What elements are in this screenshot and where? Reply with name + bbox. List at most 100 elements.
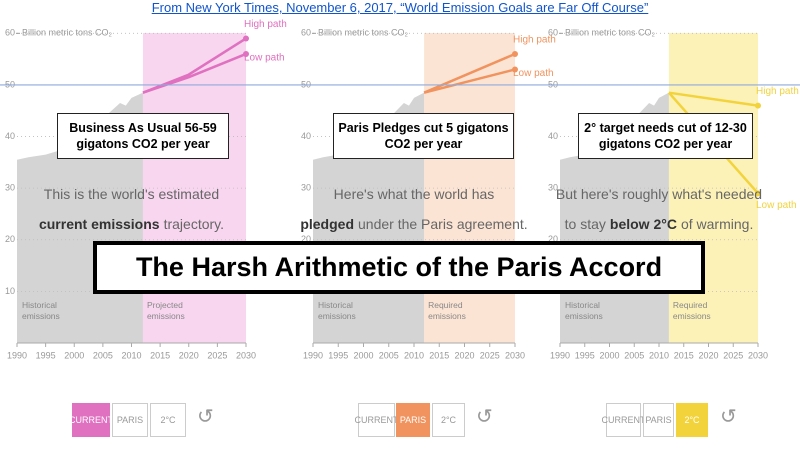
tab-button[interactable]: 2°C [676,403,708,437]
path-label: High path [244,19,287,30]
path-end-dot [755,102,761,109]
x-tick-label: 2030 [236,350,256,360]
description-text: Here's what the world has [334,186,495,202]
path-label: Low path [756,200,797,211]
x-tick-label: 2025 [480,350,500,360]
y-tick-label: 60 [301,28,311,38]
source-link[interactable]: From New York Times, November 6, 2017, “… [151,0,649,15]
y-tick-label: 20 [301,234,311,244]
y-tick-label: 20 [548,234,558,244]
x-tick-label: 2030 [748,350,768,360]
tab-button[interactable]: 2°C [432,403,465,437]
x-tick-label: 1995 [328,350,348,360]
y-tick-label: 40 [548,131,558,141]
y-tick-label: 50 [548,79,558,89]
tab-button[interactable]: CURRENT [69,403,113,437]
path-line [668,91,759,107]
x-tick-label: 2010 [649,350,669,360]
y-tick-label: 30 [548,183,558,193]
x-tick-label: 1990 [550,350,570,360]
path-label: High path [756,86,799,97]
description-text: But here's roughly what's needed [556,186,762,202]
x-tick-label: 2025 [723,350,743,360]
x-tick-label: 1995 [36,350,56,360]
description: Here's what the world has [334,186,495,202]
tab-button[interactable]: CURRENT [602,403,646,437]
path-line [142,52,247,94]
x-tick-label: 2015 [674,350,694,360]
y-tick-label: 60 [548,28,558,38]
path-end-dot [243,35,249,42]
annotation: 2° target needs cut of 12-30 gigatons CO… [578,113,753,159]
region-label: Historical emissions [565,300,603,321]
description-text: under the Paris agreement. [358,216,528,232]
description-text: current emissions [39,216,160,232]
y-tick-label: 50 [5,79,15,89]
x-tick-label: 2000 [599,350,619,360]
tab-button[interactable]: PARIS [643,403,674,437]
tab-button[interactable]: CURRENT [355,403,399,437]
x-tick-label: 2010 [121,350,141,360]
description-text: below 2°C [610,216,677,232]
x-tick-label: 2025 [207,350,227,360]
path-label: High path [513,35,556,46]
reset-button[interactable]: ↺ [476,406,493,428]
region-label: Historical emissions [22,300,60,321]
annotation: Paris Pledges cut 5 gigatons CO2 per yea… [333,113,514,159]
description-text: of warming. [681,216,753,232]
path-end-dot [755,190,761,197]
x-tick-label: 2000 [353,350,373,360]
tab-button[interactable]: 2°C [150,403,186,437]
x-tick-label: 2005 [93,350,113,360]
path-label: Low path [244,53,285,64]
region-label: Projected emissions [146,300,185,321]
reset-button[interactable]: ↺ [197,406,214,428]
y-tick-label: 20 [5,234,15,244]
description-text: This is the world's estimated [44,186,219,202]
x-tick-label: 2020 [454,350,474,360]
x-tick-label: 2005 [379,350,399,360]
reset-button[interactable]: ↺ [720,406,737,428]
description-text: trajectory. [164,216,224,232]
y-tick-label: 60 [5,28,15,38]
description: But here's roughly what's needed [556,186,762,202]
x-tick-label: 1990 [7,350,27,360]
y-axis-label: Billion metric tons CO₂ [565,28,656,38]
y-tick-label: 50 [301,79,311,89]
x-tick-label: 2020 [698,350,718,360]
path-end-dot [512,66,518,73]
y-tick-label: 30 [301,183,311,193]
description: to stay below 2°C of warming. [565,216,754,232]
path-label: Low path [513,68,554,79]
slide-title: The Harsh Arithmetic of the Paris Accord [93,241,705,294]
region-label: Historical emissions [318,300,356,321]
x-tick-label: 2000 [64,350,84,360]
description: This is the world's estimated [44,186,219,202]
description: current emissions trajectory. [39,216,224,232]
tab-button[interactable]: PARIS [112,403,148,437]
x-tick-label: 1995 [575,350,595,360]
tab-button[interactable]: PARIS [396,403,430,437]
y-tick-label: 40 [5,131,15,141]
path-end-dot [512,50,518,57]
annotation: Business As Usual 56-59 gigatons CO2 per… [57,113,229,159]
y-tick-label: 40 [301,131,311,141]
path-line [423,68,516,94]
path-line [423,52,516,94]
y-axis-label: Billion metric tons CO₂ [22,28,113,38]
x-tick-label: 2015 [150,350,170,360]
y-tick-label: 30 [5,183,15,193]
x-tick-label: 2030 [505,350,525,360]
y-tick-label: 10 [5,286,15,296]
x-tick-label: 2010 [404,350,424,360]
x-tick-label: 1990 [303,350,323,360]
x-tick-label: 2005 [624,350,644,360]
region-label: Required emissions [428,300,466,321]
x-tick-label: 2015 [429,350,449,360]
description: pledged under the Paris agreement. [300,216,527,232]
x-tick-label: 2020 [179,350,199,360]
description-text: pledged [300,216,354,232]
description-text: to stay [565,216,606,232]
